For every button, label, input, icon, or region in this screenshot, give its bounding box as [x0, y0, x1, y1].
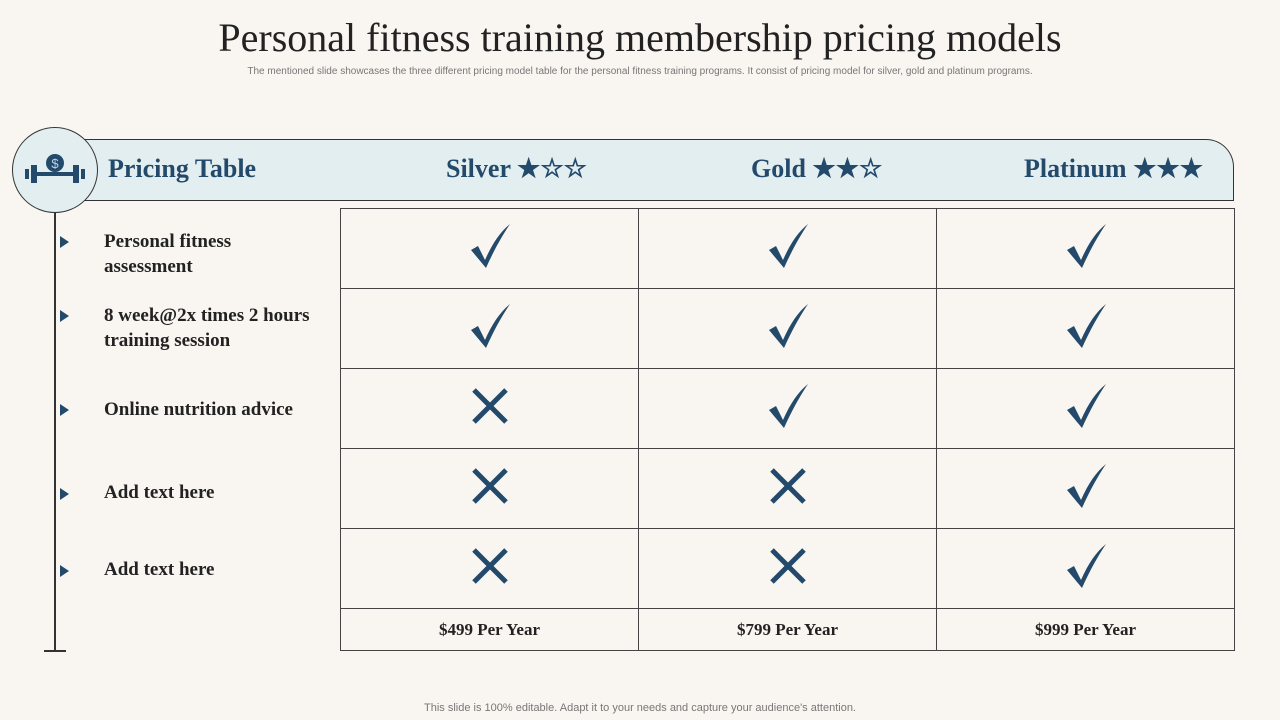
table-cell	[936, 288, 1235, 369]
header-icon-circle: $	[12, 127, 98, 213]
cross-icon	[768, 548, 808, 590]
bullet-icon	[60, 310, 69, 322]
plan-silver: Silver ★☆☆	[446, 154, 587, 184]
cross-icon	[470, 548, 510, 590]
checkmark-icon	[468, 304, 512, 354]
feature-label: 8 week@2x times 2 hours training session	[104, 305, 310, 351]
cross-icon	[768, 468, 808, 510]
plan-name: Platinum	[1024, 154, 1127, 183]
checkmark-icon	[1064, 224, 1108, 274]
table-cell	[638, 208, 937, 289]
bullet-icon	[60, 404, 69, 416]
plan-platinum: Platinum ★★★	[1024, 154, 1203, 184]
cross-icon	[470, 388, 510, 430]
star-rating: ★★☆	[812, 154, 883, 183]
price-cell: $999 Per Year	[936, 608, 1235, 651]
checkmark-icon	[1064, 544, 1108, 594]
header-band	[75, 139, 1234, 201]
table-cell	[936, 368, 1235, 449]
table-cell	[638, 528, 937, 609]
checkmark-icon	[1064, 304, 1108, 354]
table-cell	[340, 288, 639, 369]
table-cell	[340, 528, 639, 609]
table-cell	[340, 208, 639, 289]
checkmark-icon	[766, 304, 810, 354]
feature-label: Add text here	[104, 482, 215, 503]
feature-label: Personal fitness assessment	[104, 231, 232, 277]
table-row	[340, 208, 1235, 289]
bullet-icon	[60, 236, 69, 248]
plan-gold: Gold ★★☆	[751, 154, 882, 184]
table-row	[340, 448, 1235, 529]
checkmark-icon	[1064, 464, 1108, 514]
checkmark-icon	[766, 224, 810, 274]
table-cell	[936, 528, 1235, 609]
table-cell	[638, 368, 937, 449]
price-cell: $499 Per Year	[340, 608, 639, 651]
page-title: Personal fitness training membership pri…	[218, 15, 1062, 60]
table-cell	[638, 288, 937, 369]
checkmark-icon	[468, 224, 512, 274]
checkmark-icon	[766, 384, 810, 434]
checkmark-icon	[1064, 384, 1108, 434]
feature-label: Online nutrition advice	[104, 399, 293, 420]
pricing-table-label: Pricing Table	[108, 154, 257, 183]
table-row	[340, 288, 1235, 369]
feature-label: Add text here	[104, 559, 215, 580]
table-cell	[340, 368, 639, 449]
footer-note: This slide is 100% editable. Adapt it to…	[424, 702, 856, 714]
table-cell	[936, 448, 1235, 529]
dumbbell-dollar-icon: $	[25, 154, 85, 183]
plan-name: Silver	[446, 154, 511, 183]
svg-text:$: $	[51, 156, 59, 171]
price-row: $499 Per Year $799 Per Year $999 Per Year	[340, 608, 1235, 651]
bullet-icon	[60, 565, 69, 577]
table-row	[340, 528, 1235, 609]
star-rating: ★☆☆	[517, 154, 587, 183]
table-row	[340, 368, 1235, 449]
table-cell	[340, 448, 639, 529]
page-subtitle: The mentioned slide showcases the three …	[247, 66, 1033, 77]
bullet-icon	[60, 488, 69, 500]
timeline-line	[54, 212, 56, 650]
timeline-end	[44, 650, 66, 652]
star-rating: ★★★	[1133, 154, 1204, 183]
table-cell	[936, 208, 1235, 289]
table-cell	[638, 448, 937, 529]
pricing-table: $499 Per Year $799 Per Year $999 Per Year	[340, 208, 1235, 651]
price-cell: $799 Per Year	[638, 608, 937, 651]
cross-icon	[470, 468, 510, 510]
plan-name: Gold	[751, 154, 806, 183]
